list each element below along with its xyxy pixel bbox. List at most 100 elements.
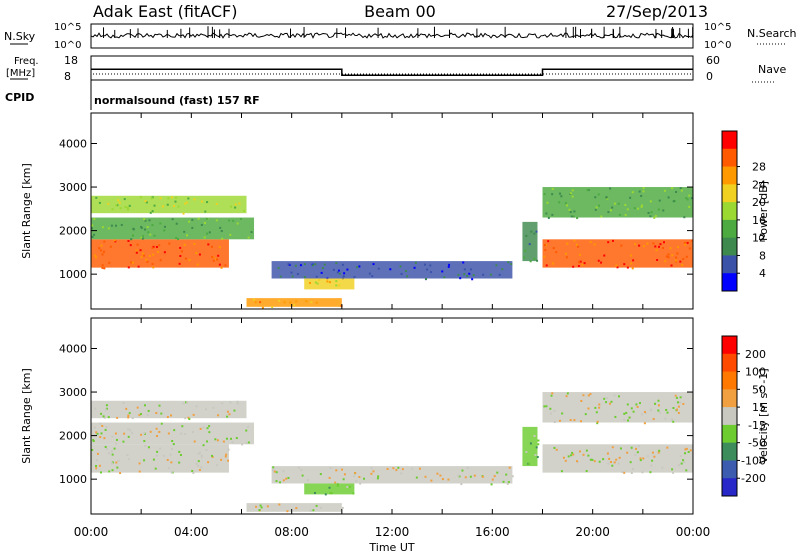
power-speckle xyxy=(234,206,237,209)
power-speckle xyxy=(110,224,113,227)
power-speckle xyxy=(572,215,575,218)
power-speckle xyxy=(560,195,563,198)
velocity-speckle xyxy=(687,450,690,453)
power-speckle xyxy=(289,301,292,304)
velocity-speckle xyxy=(534,453,537,456)
velocity-speckle xyxy=(606,452,609,455)
velocity-speckle xyxy=(275,480,278,483)
power-speckle xyxy=(658,245,661,248)
velocity-speckle xyxy=(589,458,592,461)
power-speckle xyxy=(295,300,298,303)
velocity-speckle xyxy=(95,467,98,470)
power-speckle xyxy=(688,247,691,250)
velocity-speckle xyxy=(105,448,108,451)
velocity-speckle xyxy=(493,475,496,478)
velocity-colorbar-cell xyxy=(722,336,737,355)
velocity-speckle xyxy=(582,394,585,397)
velocity-speckle xyxy=(473,474,476,477)
power-speckle xyxy=(568,208,571,211)
velocity-speckle xyxy=(287,476,290,479)
power-speckle xyxy=(234,203,237,206)
velocity-speckle xyxy=(241,443,244,446)
power-speckle xyxy=(310,301,313,304)
power-speckle xyxy=(566,242,569,245)
velocity-speckle xyxy=(354,472,357,475)
power-speckle xyxy=(543,192,546,195)
power-speckle xyxy=(642,187,645,190)
power-speckle xyxy=(558,192,561,195)
power-speckle xyxy=(179,246,182,249)
power-speckle xyxy=(113,239,116,242)
nsearch-label: N.Search xyxy=(747,27,797,40)
power-speckle xyxy=(132,227,135,230)
velocity-speckle xyxy=(114,432,117,435)
power-speckle xyxy=(535,230,538,233)
power-bands xyxy=(91,187,694,309)
power-speckle xyxy=(430,271,433,274)
power-speckle xyxy=(530,230,533,233)
power-speckle xyxy=(216,258,219,261)
velocity-speckle xyxy=(572,453,575,456)
nsky-tick-high: 10^5 xyxy=(54,22,81,33)
time-tick-label: 12:00 xyxy=(375,525,410,539)
power-speckle xyxy=(510,263,513,266)
velocity-speckle xyxy=(629,461,632,464)
power-speckle xyxy=(482,273,485,276)
power-speckle xyxy=(671,254,674,257)
power-speckle xyxy=(323,263,326,266)
velocity-speckle xyxy=(376,477,379,480)
velocity-speckle xyxy=(143,404,146,407)
velocity-speckle xyxy=(674,394,677,397)
power-speckle xyxy=(565,256,568,259)
velocity-speckle xyxy=(553,446,556,449)
power-speckle xyxy=(346,268,349,271)
velocity-speckle xyxy=(154,467,157,470)
velocity-speckle xyxy=(626,451,629,454)
power-speckle xyxy=(193,243,196,246)
velocity-speckle xyxy=(167,432,170,435)
velocity-speckle xyxy=(676,401,679,404)
velocity-speckle xyxy=(506,482,509,485)
velocity-speckle xyxy=(229,401,232,404)
velocity-speckle xyxy=(147,409,150,412)
velocity-speckle xyxy=(119,472,122,475)
velocity-ylabel: Slant Range [km] xyxy=(20,368,33,464)
power-speckle xyxy=(259,301,262,304)
velocity-speckle xyxy=(116,466,119,469)
time-axis-label: Time UT xyxy=(368,541,414,554)
velocity-speckle xyxy=(608,402,611,405)
power-speckle xyxy=(468,272,471,275)
power-speckle xyxy=(524,249,527,252)
power-speckle xyxy=(545,264,548,267)
power-speckle xyxy=(680,189,683,192)
power-speckle xyxy=(127,266,130,269)
power-speckle xyxy=(661,247,664,250)
velocity-speckle xyxy=(589,393,592,396)
velocity-speckle xyxy=(679,396,682,399)
power-speckle xyxy=(669,247,672,250)
power-speckle xyxy=(247,236,250,239)
power-speckle xyxy=(252,298,255,301)
nsearch-tick-low: 10^0 xyxy=(704,40,731,51)
power-speckle xyxy=(633,207,636,210)
power-speckle xyxy=(155,245,158,248)
velocity-speckle xyxy=(372,470,375,473)
power-speckle xyxy=(299,264,302,267)
velocity-speckle xyxy=(677,411,680,414)
velocity-speckle xyxy=(528,462,531,465)
velocity-speckle xyxy=(102,415,105,418)
power-speckle xyxy=(207,243,210,246)
velocity-speckle xyxy=(208,425,211,428)
power-speckle xyxy=(620,244,623,247)
time-tick-label: 04:00 xyxy=(174,525,209,539)
power-speckle xyxy=(217,254,220,257)
velocity-speckle xyxy=(221,402,224,405)
velocity-speckle xyxy=(315,504,318,507)
power-speckle xyxy=(175,222,178,225)
velocity-speckle xyxy=(464,476,467,479)
velocity-speckle xyxy=(278,503,281,506)
velocity-speckle xyxy=(266,505,269,508)
power-speckle xyxy=(573,239,576,242)
power-speckle xyxy=(593,243,596,246)
power-speckle xyxy=(228,219,231,222)
